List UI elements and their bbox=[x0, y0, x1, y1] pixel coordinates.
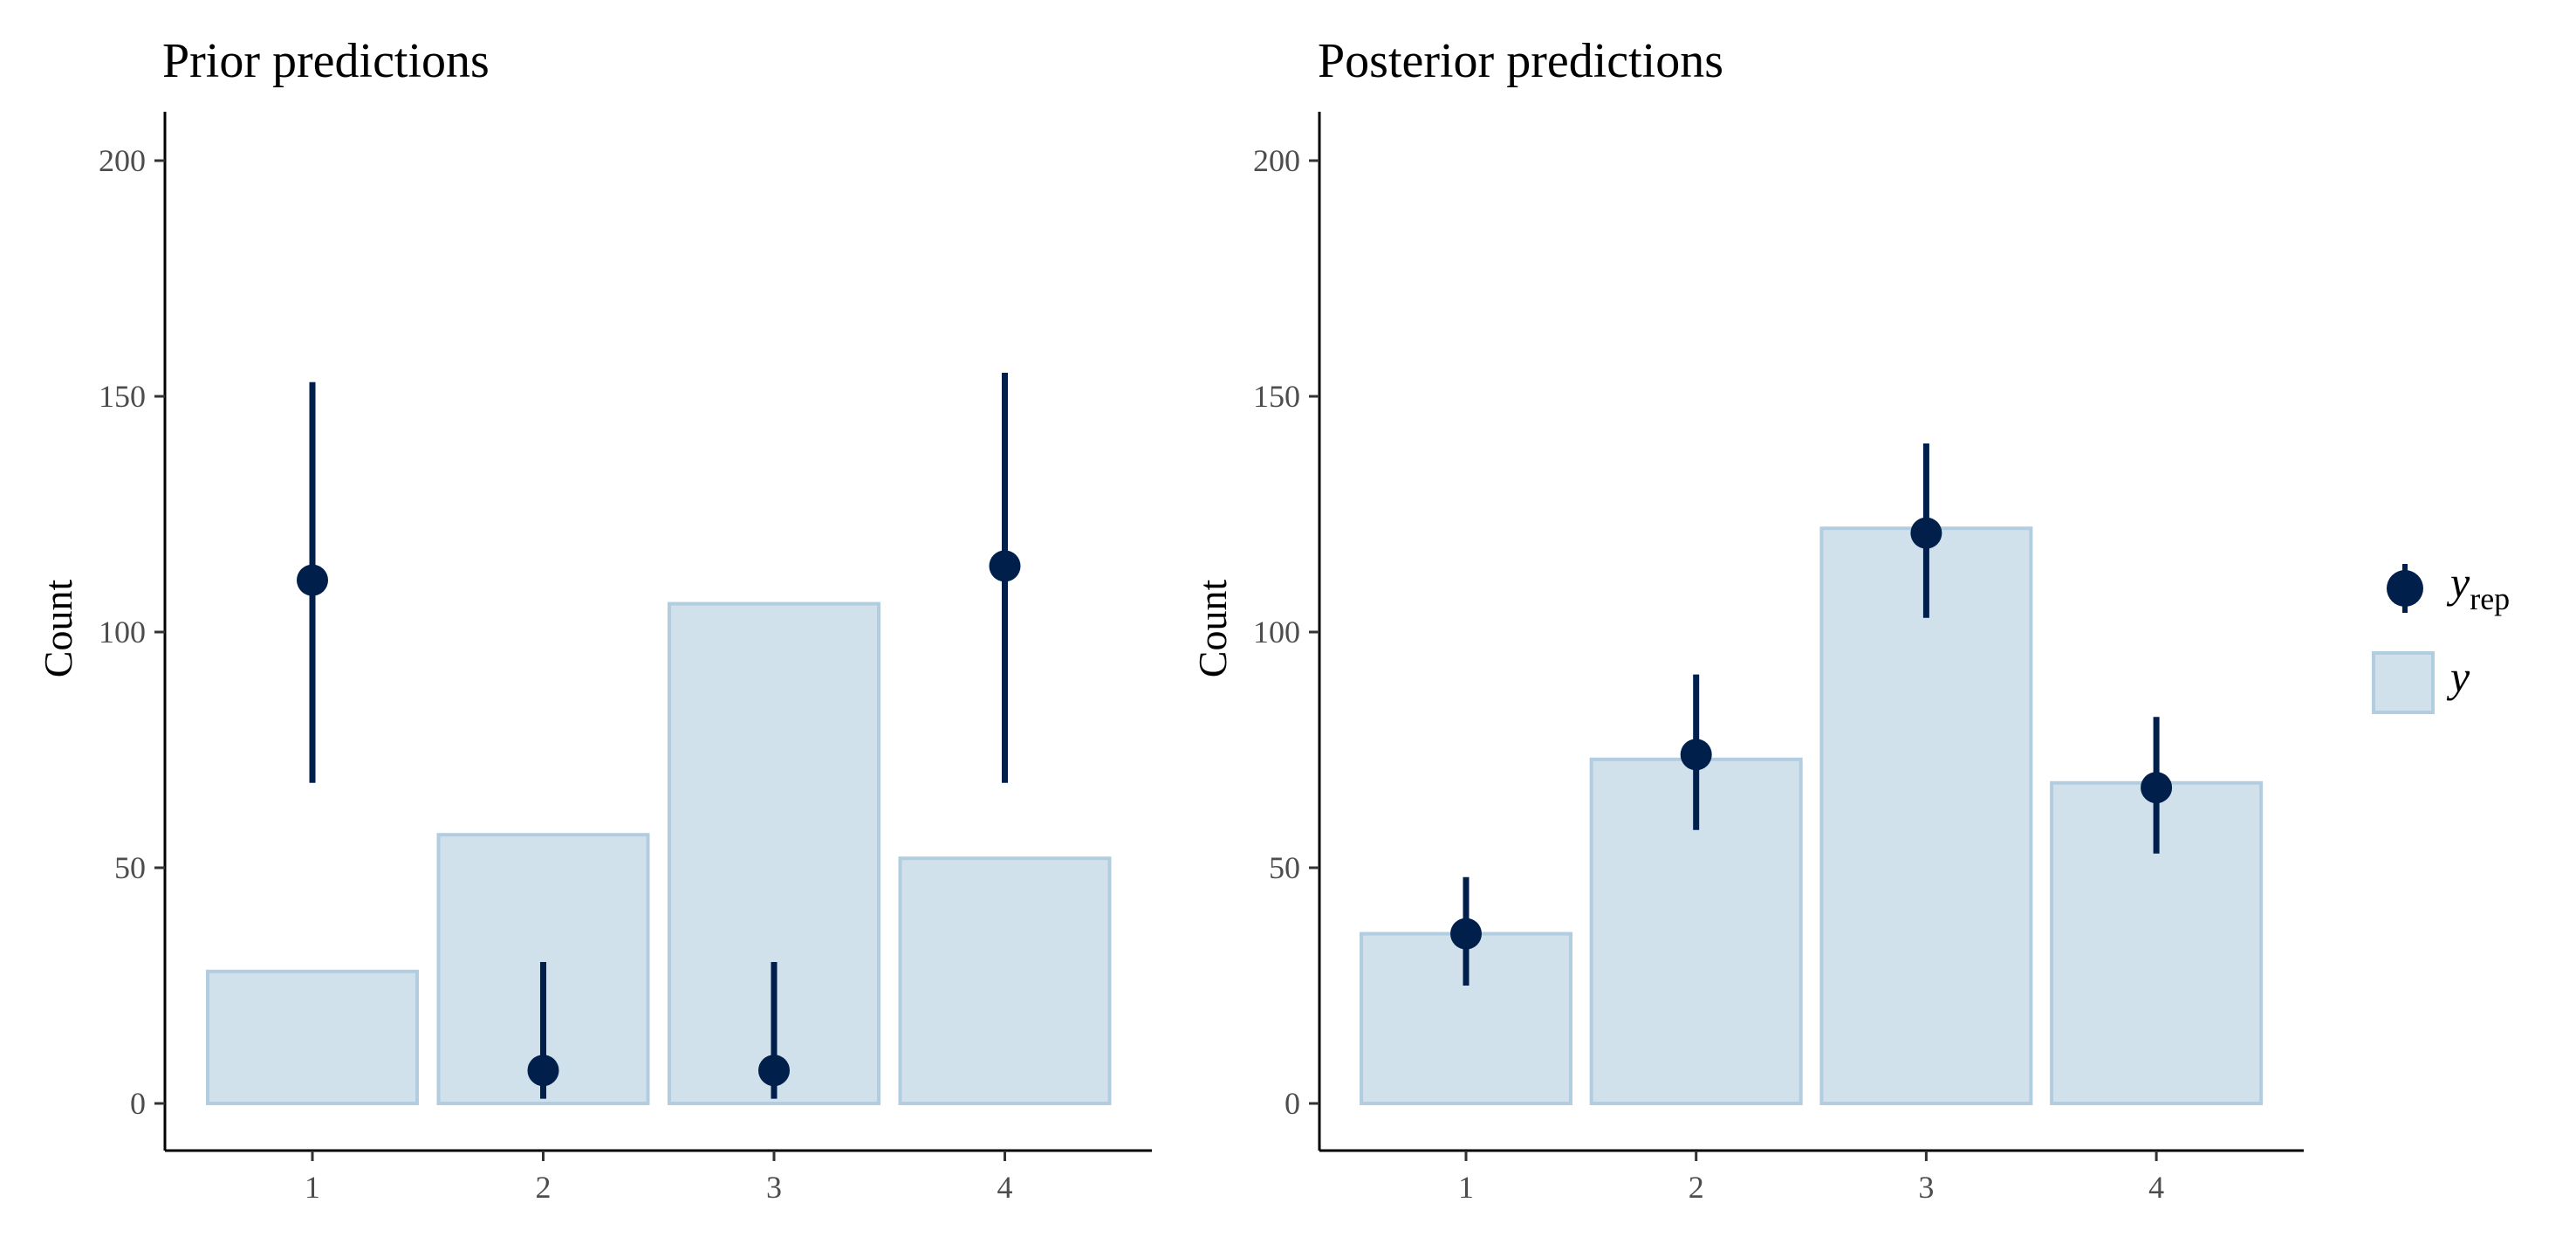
point-yrep-2 bbox=[1680, 739, 1712, 771]
point-yrep-3 bbox=[758, 1055, 790, 1087]
y-axis-label: Count bbox=[1190, 580, 1235, 678]
prior-panel: Prior predictions Count 0 50 100 150 200 1 2 3… bbox=[36, 34, 1152, 1205]
x-tick-label: 2 bbox=[536, 1170, 552, 1205]
y-axis-label: Count bbox=[36, 580, 80, 678]
legend-key-yrep bbox=[2387, 564, 2423, 613]
y-tick-label: 150 bbox=[1253, 379, 1300, 414]
bar-y-4 bbox=[898, 856, 1112, 1105]
bar-y-2 bbox=[1589, 757, 1803, 1105]
legend: yrep y bbox=[2372, 558, 2510, 714]
bars bbox=[206, 601, 1112, 1106]
intervals bbox=[1450, 443, 2173, 986]
point-yrep-1 bbox=[1450, 917, 1482, 950]
legend-key-y bbox=[2372, 651, 2435, 714]
y-tick-label: 50 bbox=[1269, 850, 1300, 885]
bar-y-3 bbox=[1819, 526, 2033, 1105]
point-yrep-1 bbox=[297, 564, 328, 596]
y-tick-label: 0 bbox=[1285, 1086, 1300, 1121]
y-ticks: 0 50 100 150 200 bbox=[1253, 143, 1319, 1121]
y-tick-label: 150 bbox=[99, 379, 146, 414]
y-tick-label: 200 bbox=[1253, 143, 1300, 178]
x-tick-label: 1 bbox=[1458, 1170, 1474, 1205]
x-tick-label: 2 bbox=[1689, 1170, 1704, 1205]
point-yrep-3 bbox=[1910, 517, 1942, 549]
y-ticks: 0 50 100 150 200 bbox=[99, 143, 165, 1121]
x-tick-label: 3 bbox=[1918, 1170, 1934, 1205]
y-tick-label: 0 bbox=[130, 1086, 146, 1121]
bar-y-1 bbox=[206, 969, 419, 1106]
y-tick-label: 100 bbox=[1253, 615, 1300, 649]
y-tick-label: 200 bbox=[99, 143, 146, 178]
point-yrep-2 bbox=[527, 1055, 559, 1087]
point-yrep-4 bbox=[2141, 772, 2173, 804]
y-tick-label: 50 bbox=[114, 850, 146, 885]
x-tick-label: 4 bbox=[2148, 1170, 2164, 1205]
x-tick-label: 4 bbox=[997, 1170, 1013, 1205]
x-tick-label: 3 bbox=[766, 1170, 782, 1205]
bars bbox=[1360, 526, 2264, 1105]
intervals bbox=[297, 373, 1021, 1099]
posterior-panel: Posterior predictions Count 0 50 100 150 200… bbox=[1190, 34, 2304, 1205]
x-ticks: 1 2 3 4 bbox=[1458, 1151, 2164, 1205]
y-tick-label: 100 bbox=[99, 615, 146, 649]
panel-title: Prior predictions bbox=[162, 34, 490, 88]
x-ticks: 1 2 3 4 bbox=[305, 1151, 1013, 1205]
legend-label-y: y bbox=[2446, 652, 2470, 701]
point-yrep-4 bbox=[989, 550, 1021, 582]
x-tick-label: 1 bbox=[305, 1170, 320, 1205]
legend-label-yrep: yrep bbox=[2446, 558, 2510, 616]
panel-title: Posterior predictions bbox=[1318, 34, 1723, 88]
